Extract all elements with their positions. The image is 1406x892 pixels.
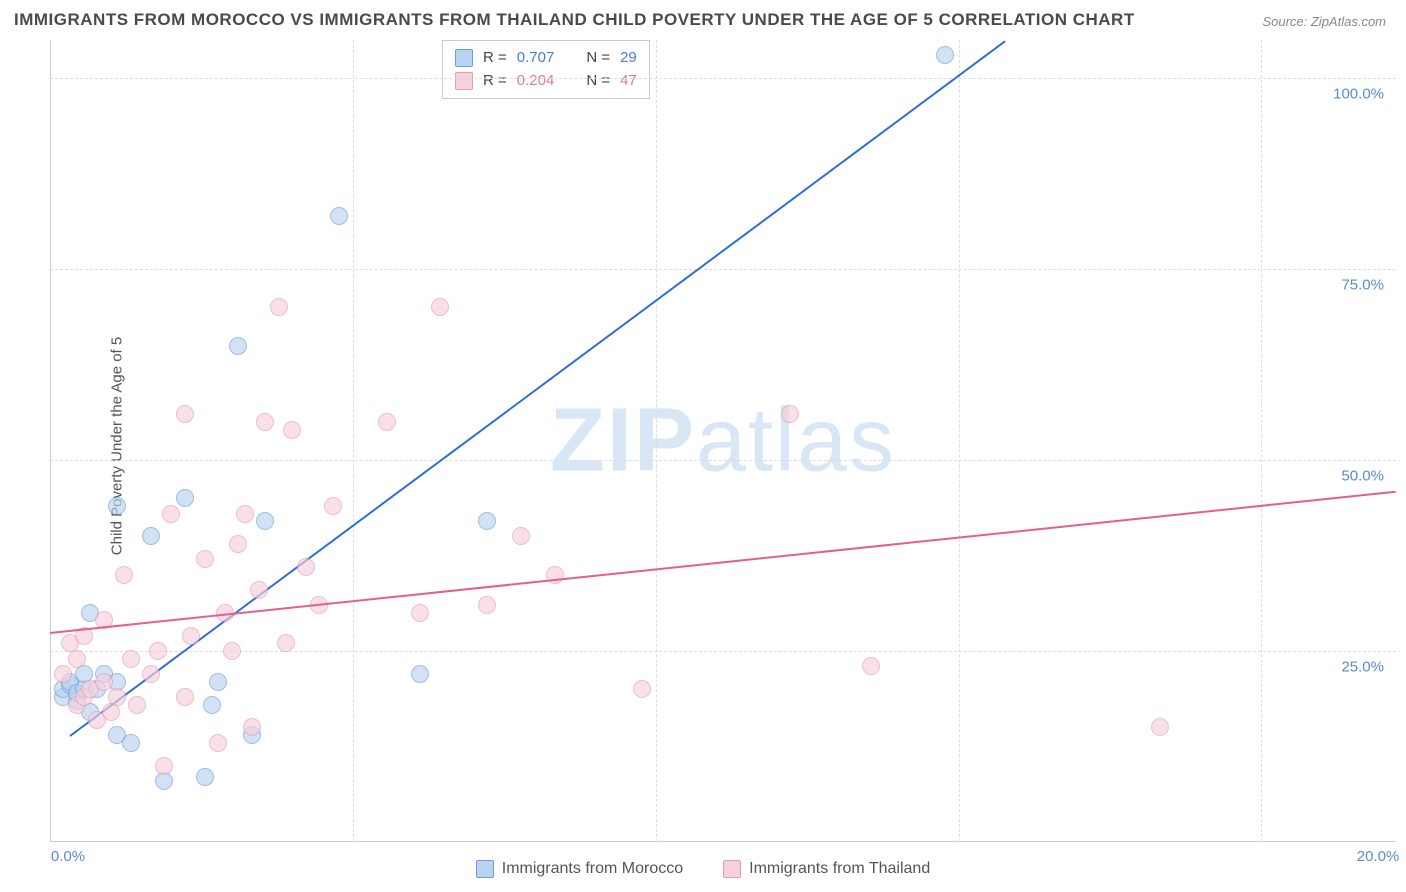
data-point	[411, 604, 429, 622]
gridline-h	[50, 269, 1396, 270]
n-value-thailand: 47	[620, 70, 637, 93]
swatch-morocco	[455, 49, 473, 67]
legend-item-morocco: Immigrants from Morocco	[476, 860, 683, 878]
data-point	[176, 489, 194, 507]
y-axis	[50, 40, 51, 842]
scatter-chart: ZIPatlas R = 0.707 N = 29 R = 0.204 N = …	[50, 40, 1396, 842]
data-point	[1151, 718, 1169, 736]
data-point	[149, 642, 167, 660]
data-point	[115, 566, 133, 584]
gridline-v	[656, 40, 657, 842]
stats-row-morocco: R = 0.707 N = 29	[455, 47, 637, 70]
data-point	[128, 696, 146, 714]
chart-title: IMMIGRANTS FROM MOROCCO VS IMMIGRANTS FR…	[14, 10, 1135, 30]
data-point	[297, 558, 315, 576]
data-point	[277, 634, 295, 652]
y-tick-label: 100.0%	[1333, 86, 1384, 103]
x-tick-label: 0.0%	[51, 848, 85, 865]
source-attribution: Source: ZipAtlas.com	[1262, 14, 1386, 29]
data-point	[378, 413, 396, 431]
r-value-morocco: 0.707	[517, 47, 555, 70]
stats-row-thailand: R = 0.204 N = 47	[455, 70, 637, 93]
data-point	[196, 768, 214, 786]
data-point	[68, 650, 86, 668]
data-point	[209, 673, 227, 691]
data-point	[236, 505, 254, 523]
gridline-v	[959, 40, 960, 842]
legend-item-thailand: Immigrants from Thailand	[723, 860, 930, 878]
y-tick-label: 75.0%	[1341, 277, 1384, 294]
n-value-morocco: 29	[620, 47, 637, 70]
data-point	[223, 642, 241, 660]
data-point	[203, 696, 221, 714]
data-point	[108, 688, 126, 706]
data-point	[512, 527, 530, 545]
data-point	[324, 497, 342, 515]
data-point	[431, 298, 449, 316]
gridline-h	[50, 460, 1396, 461]
data-point	[229, 535, 247, 553]
data-point	[196, 550, 214, 568]
x-axis	[50, 841, 1396, 842]
data-point	[270, 298, 288, 316]
data-point	[176, 688, 194, 706]
correlation-stats-box: R = 0.707 N = 29 R = 0.204 N = 47	[442, 40, 650, 99]
trend-line	[70, 40, 1007, 737]
watermark: ZIPatlas	[550, 390, 896, 493]
r-value-thailand: 0.204	[517, 70, 555, 93]
data-point	[862, 657, 880, 675]
swatch-morocco	[476, 860, 494, 878]
legend: Immigrants from Morocco Immigrants from …	[0, 860, 1406, 878]
data-point	[162, 505, 180, 523]
data-point	[283, 421, 301, 439]
data-point	[182, 627, 200, 645]
gridline-v	[1261, 40, 1262, 842]
data-point	[122, 734, 140, 752]
data-point	[478, 512, 496, 530]
data-point	[155, 757, 173, 775]
data-point	[229, 337, 247, 355]
data-point	[122, 650, 140, 668]
gridline-h	[50, 651, 1396, 652]
y-tick-label: 50.0%	[1341, 468, 1384, 485]
data-point	[54, 665, 72, 683]
data-point	[243, 718, 261, 736]
data-point	[411, 665, 429, 683]
data-point	[330, 207, 348, 225]
data-point	[209, 734, 227, 752]
data-point	[478, 596, 496, 614]
data-point	[781, 405, 799, 423]
data-point	[936, 46, 954, 64]
data-point	[633, 680, 651, 698]
data-point	[95, 673, 113, 691]
x-tick-label: 20.0%	[1357, 848, 1400, 865]
swatch-thailand	[723, 860, 741, 878]
data-point	[250, 581, 268, 599]
data-point	[256, 512, 274, 530]
gridline-h	[50, 78, 1396, 79]
data-point	[108, 497, 126, 515]
data-point	[142, 527, 160, 545]
gridline-v	[353, 40, 354, 842]
data-point	[176, 405, 194, 423]
swatch-thailand	[455, 72, 473, 90]
data-point	[142, 665, 160, 683]
y-tick-label: 25.0%	[1341, 659, 1384, 676]
data-point	[256, 413, 274, 431]
